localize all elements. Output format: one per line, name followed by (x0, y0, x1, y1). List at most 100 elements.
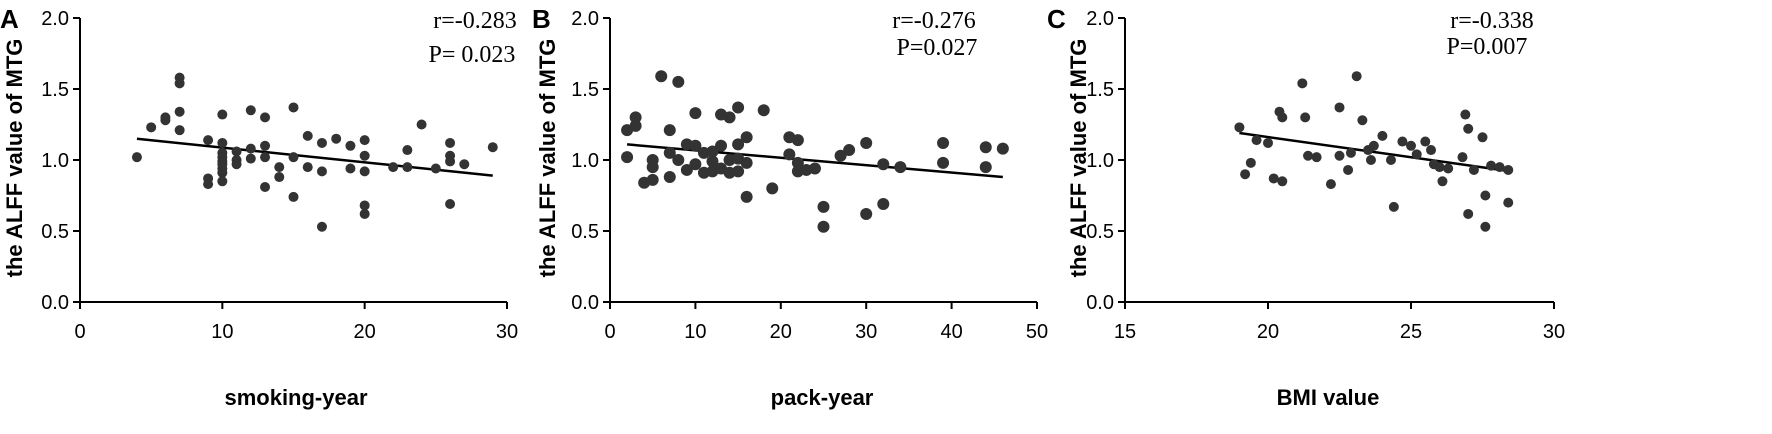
data-point (877, 158, 890, 171)
data-point (1477, 132, 1488, 143)
x-tick-label: 50 (1026, 321, 1048, 343)
data-point (1251, 135, 1262, 146)
y-tick-label: 1.0 (1086, 150, 1114, 172)
y-tick-label: 1.5 (41, 79, 69, 101)
data-point (680, 163, 693, 176)
data-point (1277, 112, 1288, 123)
panel-letter-b: B (532, 4, 551, 34)
x-tick-label: 30 (496, 321, 518, 343)
data-point (359, 150, 370, 161)
x-axis-label-c: BMI value (1277, 385, 1380, 410)
data-point (288, 152, 299, 163)
data-point (217, 137, 228, 148)
data-point (1486, 160, 1497, 171)
data-point (1277, 176, 1288, 187)
data-point (732, 165, 745, 178)
data-point (288, 191, 299, 202)
x-tick-label: 10 (684, 321, 706, 343)
x-axis-label-b: pack-year (771, 385, 874, 410)
data-point (808, 162, 821, 175)
data-point (245, 105, 256, 116)
x-tick-label: 20 (1257, 321, 1279, 343)
data-point (646, 161, 659, 174)
data-point (416, 119, 427, 130)
data-point (231, 146, 242, 157)
data-point (174, 125, 185, 136)
data-point (672, 154, 685, 166)
data-point (1388, 201, 1399, 212)
data-point (1311, 152, 1322, 163)
data-point (359, 200, 370, 211)
stat-p-b: P=0.027 (897, 35, 978, 61)
data-point (316, 221, 327, 232)
data-point (245, 143, 256, 154)
fit-line-c (1239, 131, 1512, 173)
x-axis-label-a: smoking-year (224, 385, 367, 410)
data-point (1437, 176, 1448, 187)
data-point (629, 111, 642, 124)
x-tick-label: 40 (940, 321, 962, 343)
y-tick-label: 0.5 (571, 221, 599, 243)
data-point (791, 156, 804, 169)
data-point (655, 70, 668, 83)
y-axis-label-b: the ALFF value of MTG (535, 39, 560, 278)
points-b (621, 70, 1009, 233)
data-point (843, 144, 856, 157)
data-point (621, 151, 634, 164)
data-point (445, 199, 456, 210)
data-point (487, 142, 498, 153)
x-tick-label: 0 (74, 321, 85, 343)
data-point (316, 166, 327, 177)
data-point (860, 136, 873, 149)
y-tick-label: 0.0 (1086, 292, 1114, 314)
data-point (288, 102, 299, 113)
data-point (1245, 157, 1256, 168)
data-point (174, 106, 185, 117)
stat-p-a: P= 0.023 (429, 42, 516, 68)
data-point (260, 152, 271, 163)
data-point (894, 161, 907, 174)
data-point (245, 153, 256, 164)
points-a (131, 72, 498, 232)
data-point (445, 137, 456, 148)
data-point (663, 124, 676, 137)
data-point (1365, 155, 1376, 165)
y-tick-label: 0.0 (571, 292, 599, 314)
axes-c: 0.0 0.5 1.0 1.5 2.0 15 20 25 30 (1086, 8, 1565, 343)
data-point (260, 140, 271, 151)
data-point (1303, 150, 1314, 161)
data-point (274, 162, 285, 173)
regression-line (626, 143, 1003, 179)
data-point (646, 173, 659, 186)
data-point (260, 181, 271, 192)
data-point (740, 156, 753, 169)
data-point (359, 208, 370, 219)
panel-letter-a: A (0, 4, 19, 34)
data-point (217, 167, 228, 178)
data-point (359, 135, 370, 146)
data-point (1345, 147, 1356, 158)
y-tick-label: 1.0 (571, 150, 599, 172)
data-point (1463, 208, 1474, 219)
stat-r-a: r=-0.283 (433, 8, 517, 34)
data-point (877, 198, 890, 211)
data-point (1503, 197, 1514, 208)
x-tick-label: 20 (770, 321, 792, 343)
data-point (1343, 164, 1354, 175)
points-c (1234, 71, 1514, 232)
data-point (689, 158, 702, 171)
data-point (217, 109, 228, 120)
data-point (1503, 164, 1514, 175)
data-point (629, 119, 642, 132)
data-point (740, 131, 753, 144)
fit-line-b (626, 143, 1003, 179)
x-tick-label: 10 (211, 321, 233, 343)
y-axis-label-a: the ALFF value of MTG (2, 39, 27, 278)
data-point (1334, 102, 1345, 113)
data-point (715, 139, 728, 152)
data-point (672, 75, 685, 88)
data-point (1468, 164, 1479, 175)
x-tick-label: 0 (604, 321, 615, 343)
data-point (783, 148, 796, 161)
